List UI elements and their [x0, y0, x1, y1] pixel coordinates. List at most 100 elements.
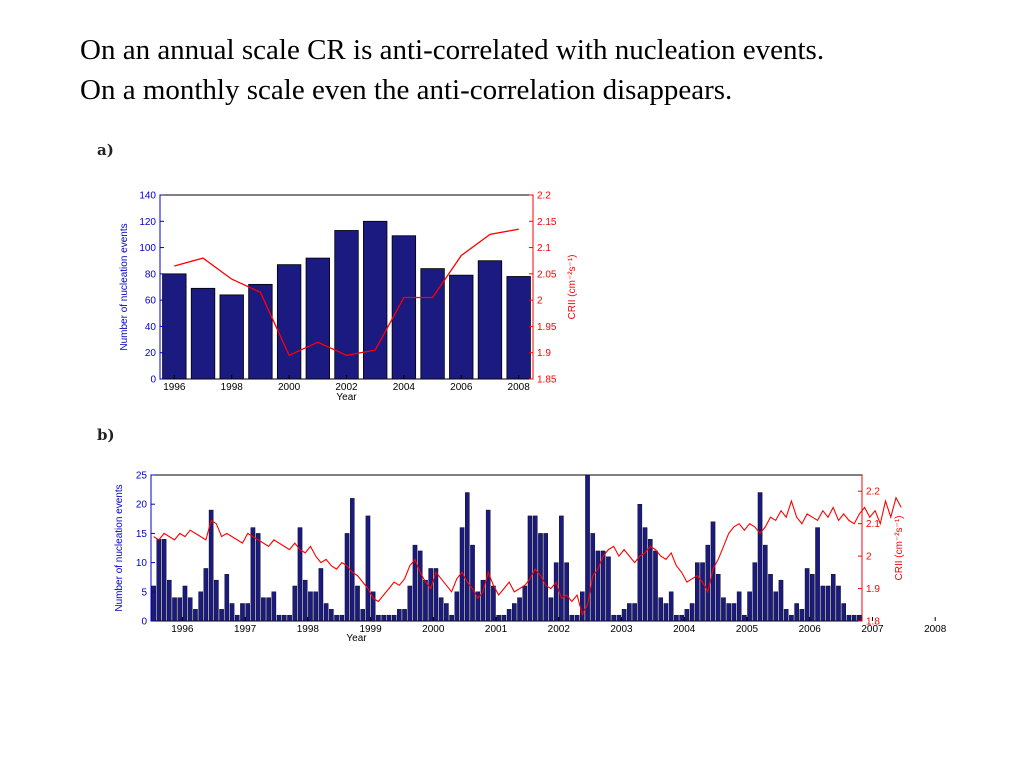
bar-b	[261, 597, 266, 622]
bar-b	[851, 614, 857, 622]
y-tick-label-a: 80	[145, 269, 157, 280]
bar-b	[538, 533, 543, 622]
bar-b	[475, 591, 481, 622]
bar-b	[454, 591, 460, 622]
bar-b	[360, 609, 366, 622]
bar-b	[815, 527, 820, 622]
bar-b	[757, 492, 763, 622]
bar-b	[632, 603, 637, 622]
bar-b	[198, 591, 203, 622]
bar-b	[684, 609, 690, 622]
bar-b	[804, 568, 810, 622]
bar-b	[302, 579, 308, 622]
bar-a	[363, 220, 388, 380]
bar-b	[355, 585, 360, 622]
x-tick-label-b: 2006	[799, 624, 822, 635]
bar-b	[841, 603, 846, 622]
bar-b	[679, 614, 684, 622]
bar-b	[344, 533, 350, 622]
bar-b	[517, 597, 522, 622]
bar-b	[349, 498, 355, 622]
series-line-a	[174, 228, 519, 357]
bar-b	[553, 562, 559, 622]
bar-b	[329, 609, 334, 622]
bar-b	[574, 614, 580, 622]
bar-b	[203, 568, 209, 622]
bar-b	[747, 591, 752, 622]
bar-b	[642, 527, 648, 622]
y2-tick-label-a: 1.85	[537, 375, 557, 386]
bar-a	[506, 276, 531, 380]
y-tick-label-a: 100	[139, 243, 156, 254]
bar-b	[334, 614, 339, 622]
bar-a	[219, 294, 244, 380]
bar-b	[569, 614, 575, 622]
bar-b	[762, 544, 768, 622]
bar-b	[407, 585, 413, 622]
bar-b	[193, 609, 198, 622]
bar-b	[287, 614, 292, 622]
bar-b	[527, 515, 533, 622]
bar-b	[616, 614, 622, 622]
bar-b	[250, 527, 256, 622]
bar-b	[700, 562, 705, 622]
bar-a	[248, 283, 273, 380]
bar-b	[653, 550, 658, 622]
bar-b	[480, 579, 486, 622]
bar-b	[600, 550, 606, 622]
bar-b	[768, 574, 773, 622]
bar-b	[606, 556, 611, 622]
bar-b	[156, 539, 162, 622]
y2-tick-label-a: 1.95	[537, 322, 557, 333]
y2-tick-label-a: 2.2	[537, 191, 551, 202]
y-tick-label-a: 0	[150, 375, 156, 386]
x-tick-label-a: 1998	[221, 382, 244, 393]
bar-b	[292, 585, 298, 622]
bar-b	[647, 539, 653, 622]
bar-b	[663, 603, 669, 622]
bar-b	[825, 585, 831, 622]
bar-b	[695, 562, 700, 622]
y-tick-label-b: 10	[136, 558, 148, 569]
bar-b	[167, 579, 172, 622]
bar-a	[477, 260, 503, 380]
bar-a	[162, 273, 187, 380]
x-tick-label-a: 2002	[335, 382, 358, 393]
bar-b	[308, 591, 313, 622]
y2-tick-label-b: 2.1	[866, 519, 880, 530]
bar-b	[234, 614, 240, 622]
bar-b	[271, 591, 277, 622]
y-axis-title-a: Number of nucleation events	[119, 223, 130, 350]
bar-a	[190, 287, 216, 380]
bar-b	[506, 609, 512, 622]
bar-b	[318, 568, 324, 622]
bar-b	[182, 585, 188, 622]
y-tick-label-a: 140	[139, 191, 156, 202]
bar-b	[417, 550, 423, 622]
bar-b	[433, 568, 439, 622]
y2-axis-title-a: CRII (cm⁻²s⁻¹)	[567, 255, 578, 320]
y2-tick-label-b: 1.9	[866, 584, 880, 595]
x-tick-label-b: 2003	[610, 624, 633, 635]
y-tick-label-b: 0	[141, 617, 147, 628]
panel-label-a: a)	[97, 141, 114, 159]
y2-tick-label-a: 2	[537, 296, 543, 307]
bar-b	[219, 609, 224, 622]
bar-b	[381, 614, 386, 622]
panel-label-b: b)	[97, 426, 115, 444]
bar-b	[783, 609, 789, 622]
bar-b	[297, 527, 303, 622]
headline-line-2: On a monthly scale even the anti-correla…	[80, 74, 733, 106]
x-tick-label-a: 2008	[508, 382, 531, 393]
bar-b	[151, 585, 156, 622]
series-line-b	[153, 496, 902, 616]
x-tick-label-a: 1996	[163, 382, 186, 393]
bar-b	[339, 614, 345, 622]
y-tick-label-a: 40	[145, 322, 157, 333]
bar-b	[438, 597, 444, 622]
x-tick-label-b: 2008	[924, 624, 947, 635]
bar-b	[370, 591, 376, 622]
bar-a	[334, 230, 359, 380]
bar-b	[731, 603, 737, 622]
bar-b	[464, 492, 470, 622]
